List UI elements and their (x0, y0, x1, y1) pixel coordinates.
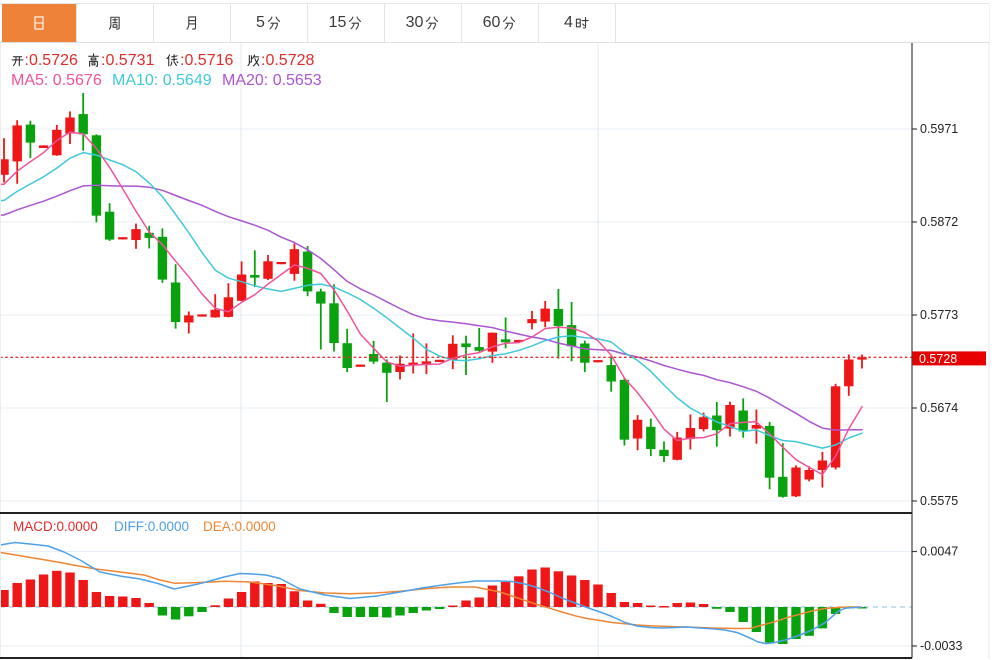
svg-text:0.5575: 0.5575 (920, 494, 958, 508)
svg-text:0.5728: 0.5728 (919, 352, 957, 366)
svg-text:0.5773: 0.5773 (920, 308, 958, 322)
svg-text:0.5971: 0.5971 (920, 122, 958, 136)
svg-text:0.0047: 0.0047 (920, 545, 958, 559)
svg-text:0.5872: 0.5872 (920, 215, 958, 229)
svg-text:-0.0033: -0.0033 (920, 639, 962, 653)
svg-text:0.5674: 0.5674 (920, 401, 958, 415)
